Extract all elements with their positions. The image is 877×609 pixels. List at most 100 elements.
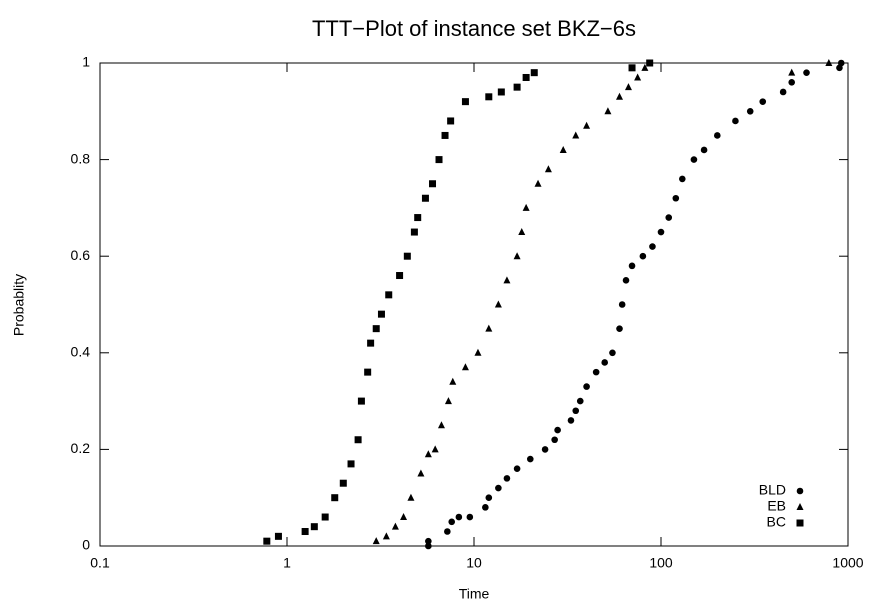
point <box>513 83 521 91</box>
point <box>837 59 845 67</box>
point <box>485 494 493 502</box>
legend-label: BLD <box>759 482 786 498</box>
point <box>572 407 580 415</box>
point <box>713 132 721 139</box>
x-tick-label: 1 <box>283 555 291 571</box>
point <box>657 228 665 236</box>
point <box>425 542 432 550</box>
point <box>382 532 390 540</box>
y-tick-label: 1 <box>82 54 90 70</box>
point <box>554 426 561 434</box>
x-tick-label: 10 <box>466 555 482 571</box>
point <box>441 131 449 139</box>
x-tick-label: 100 <box>649 555 673 571</box>
point <box>485 93 493 101</box>
point <box>407 493 415 501</box>
point <box>391 522 399 530</box>
point <box>622 277 630 284</box>
point <box>732 117 739 125</box>
point <box>347 460 355 468</box>
point <box>544 165 552 173</box>
point <box>700 146 708 154</box>
point <box>572 131 580 139</box>
point <box>485 324 493 332</box>
point <box>825 59 833 66</box>
point <box>414 214 422 222</box>
point <box>513 252 521 260</box>
point <box>779 88 787 96</box>
legend-marker <box>796 487 804 495</box>
point <box>448 518 456 526</box>
point <box>503 276 511 284</box>
point <box>616 325 623 332</box>
point <box>364 368 372 376</box>
point <box>447 117 455 125</box>
point <box>474 348 482 356</box>
point <box>372 537 380 545</box>
point <box>601 359 609 366</box>
point <box>444 528 451 535</box>
point <box>639 252 647 260</box>
point <box>634 73 642 81</box>
point <box>417 469 425 477</box>
point <box>592 368 600 376</box>
point <box>466 513 474 521</box>
point <box>339 479 347 487</box>
point <box>618 301 626 308</box>
x-axis-label: Time <box>459 586 490 602</box>
point <box>372 325 380 333</box>
point <box>567 417 575 424</box>
point <box>449 377 457 385</box>
point <box>583 121 591 129</box>
point <box>530 69 538 77</box>
point <box>583 383 590 390</box>
point <box>354 436 362 444</box>
point <box>396 272 404 280</box>
point <box>518 228 526 236</box>
point <box>367 339 375 347</box>
y-tick-label: 0.6 <box>71 247 91 263</box>
point <box>421 194 429 202</box>
point <box>788 79 796 86</box>
plot-frame <box>99 62 849 547</box>
point <box>788 68 796 76</box>
point <box>482 504 489 511</box>
point <box>263 537 271 545</box>
point <box>526 455 534 463</box>
legend-label: BC <box>767 514 786 530</box>
y-tick-label: 0.2 <box>71 440 91 456</box>
point <box>641 63 649 71</box>
point <box>385 291 393 299</box>
y-tick-label: 0 <box>82 537 90 553</box>
point <box>310 523 318 531</box>
point <box>321 513 329 521</box>
point <box>665 214 673 221</box>
point <box>357 397 365 405</box>
point <box>444 397 452 405</box>
legend-marker <box>796 519 804 527</box>
point <box>604 107 612 115</box>
point <box>746 108 754 115</box>
point <box>616 92 624 100</box>
point <box>435 156 443 164</box>
point <box>559 145 567 153</box>
legend-marker <box>796 503 804 510</box>
point <box>437 421 445 429</box>
point <box>679 175 686 183</box>
y-tick-label: 0.4 <box>71 344 91 360</box>
point <box>429 180 437 188</box>
point <box>400 513 408 521</box>
point <box>424 450 432 458</box>
point <box>455 513 463 521</box>
point <box>331 494 339 502</box>
point <box>551 436 558 444</box>
point <box>522 203 530 211</box>
point <box>513 465 521 473</box>
point <box>672 194 680 202</box>
point <box>628 262 636 270</box>
point <box>609 349 616 357</box>
point <box>494 300 502 308</box>
x-tick-label: 1000 <box>832 555 863 571</box>
point <box>803 69 810 76</box>
point <box>541 446 549 453</box>
